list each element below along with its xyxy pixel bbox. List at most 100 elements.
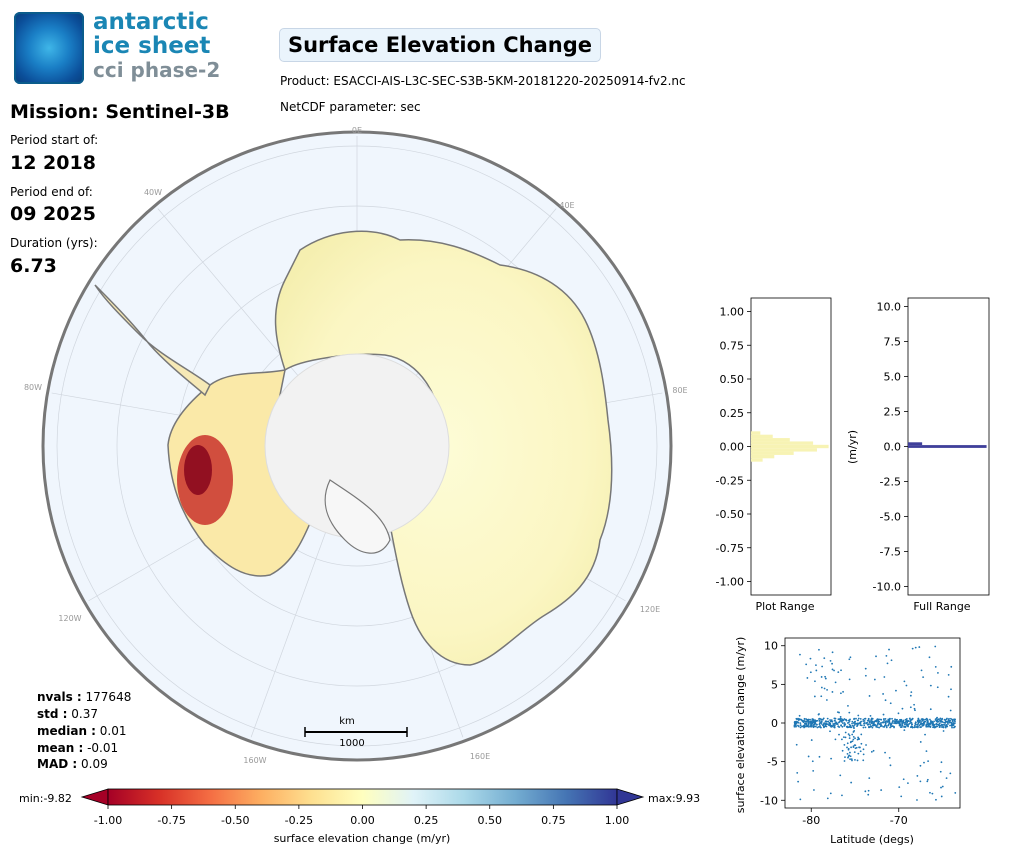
- scatter-point: [853, 720, 856, 723]
- scatter-point: [937, 718, 939, 721]
- scatter-point: [813, 720, 816, 723]
- colorbar-tick-label: -0.50: [221, 814, 249, 827]
- scatter-point: [916, 799, 918, 801]
- scatter-point: [862, 720, 865, 722]
- scatter-point: [840, 738, 843, 741]
- histogram-ytick-label: 0.75: [720, 339, 745, 352]
- scatter-point: [817, 713, 820, 716]
- scatter-point: [871, 726, 874, 729]
- scatter-point: [919, 726, 922, 728]
- scatter-point: [840, 669, 842, 672]
- scatter-point: [803, 717, 806, 720]
- scatter-point: [844, 736, 847, 739]
- scatter-point: [891, 721, 894, 723]
- scale-bar-unit: km: [339, 716, 355, 727]
- scatter-point: [913, 707, 916, 710]
- period-start-value: 12 2018: [10, 152, 96, 174]
- scatter-point: [820, 722, 823, 725]
- scatter-point: [809, 718, 811, 721]
- scatter-point: [925, 750, 928, 753]
- scatter-point: [819, 724, 821, 727]
- scatter-point: [810, 739, 813, 741]
- duration-label: Duration (yrs):: [10, 236, 98, 250]
- colorbar-bar: [107, 788, 618, 806]
- scatter-point: [902, 721, 905, 724]
- lon-label-0e: 0E: [352, 126, 362, 135]
- scatter-point: [934, 665, 937, 668]
- scatter-point: [876, 718, 879, 721]
- scatter-point: [918, 721, 921, 723]
- scatter-point: [832, 724, 835, 727]
- scatter-point: [929, 791, 931, 794]
- histogram-bar: [751, 451, 794, 455]
- scatter-point: [951, 718, 953, 721]
- scatter-point: [864, 726, 867, 729]
- scatter-point: [803, 726, 805, 729]
- scatter-point: [826, 717, 829, 720]
- scatter-point: [949, 772, 952, 775]
- scatter-point: [867, 723, 869, 726]
- scatter-point: [883, 718, 885, 721]
- scatter-point: [804, 723, 806, 726]
- scatter-point: [882, 713, 885, 716]
- lon-label-160e: 160E: [470, 752, 490, 761]
- scatter-point: [909, 706, 912, 709]
- scatter-point: [851, 740, 854, 743]
- longitude-labels: 0E 40E 80E 120E 160E 160W 120W 80W 40W: [24, 126, 688, 765]
- scatter-point: [811, 722, 814, 725]
- scatter-point: [943, 721, 946, 724]
- scatter-point: [857, 714, 860, 717]
- scatter-point: [846, 746, 848, 749]
- latitude-scatter-plot: 10 5 0 -5 -10 -80 -70 Latitude (degs) surface…: [734, 637, 961, 846]
- scatter-point: [920, 721, 922, 723]
- scatter-point: [885, 720, 887, 723]
- colorbar-max-label: max:9.93: [648, 792, 700, 805]
- scatter-point: [888, 722, 891, 725]
- scatter-point: [926, 723, 929, 726]
- scatter-point: [849, 656, 852, 659]
- scatter-point: [815, 723, 818, 726]
- scatter-point: [922, 676, 925, 678]
- scatter-point: [889, 702, 892, 705]
- scatter-point: [905, 684, 908, 687]
- scatter-point: [895, 689, 897, 692]
- scatter-point: [949, 719, 952, 722]
- histogram-ytick-label: -0.75: [716, 542, 744, 555]
- scatter-point: [865, 744, 867, 746]
- scatter-point: [903, 680, 906, 683]
- scatter-point: [832, 723, 835, 725]
- scatter-point: [826, 723, 829, 726]
- scatter-point: [867, 789, 870, 792]
- scatter-point: [814, 722, 817, 725]
- scatter-point: [934, 645, 937, 648]
- scatter-point: [950, 721, 953, 724]
- scatter-point: [889, 764, 892, 767]
- scatter-point: [947, 674, 950, 676]
- histogram-ytick-label: 0.00: [720, 441, 745, 454]
- scatter-point: [876, 724, 879, 726]
- scatter-point: [837, 721, 840, 724]
- scatter-point: [850, 726, 853, 729]
- scatter-point: [924, 733, 926, 736]
- scatter-point: [880, 789, 883, 791]
- scatter-point: [842, 690, 844, 693]
- histogram-ytick-label: -7.5: [880, 546, 901, 559]
- colorbar-tick-label: 0.25: [414, 814, 439, 827]
- scatter-point: [884, 718, 887, 720]
- scatter-point: [833, 669, 835, 672]
- scatter-point: [889, 726, 892, 729]
- scatter-point: [815, 664, 817, 667]
- scatter-point: [914, 726, 916, 728]
- scatter-point: [854, 758, 856, 761]
- scatter-point: [820, 695, 823, 698]
- scatter-point: [848, 678, 851, 681]
- scatter-point: [927, 725, 929, 728]
- page-title: Surface Elevation Change: [279, 28, 601, 62]
- scatter-point: [909, 694, 912, 697]
- scatter-point: [883, 720, 886, 722]
- scatter-point: [904, 721, 906, 724]
- scatter-point: [950, 725, 953, 727]
- scatter-point: [947, 695, 950, 698]
- scatter-point: [868, 721, 871, 724]
- scatter-point: [924, 718, 927, 721]
